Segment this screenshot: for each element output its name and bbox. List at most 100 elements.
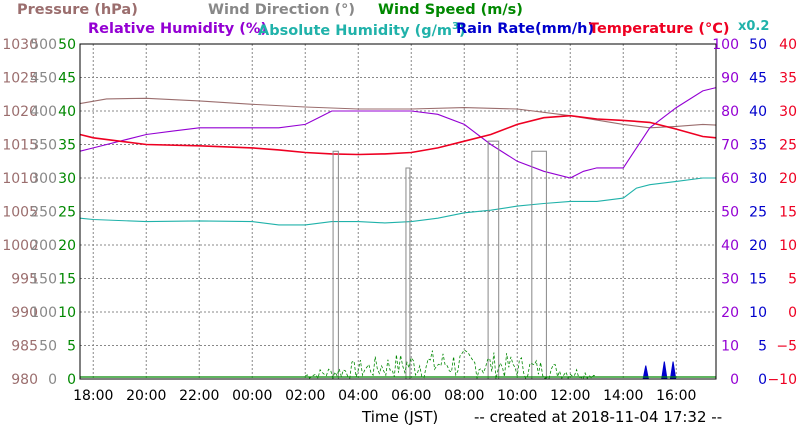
y-tick-label-relative-humidity: 100	[712, 37, 739, 53]
x-tick-label: 12:00	[550, 388, 590, 404]
legend-absolute-humidity: Absolute Humidity (g/m3)	[258, 21, 466, 39]
legend-rain-rate: Rain Rate(mm/h)	[456, 21, 595, 37]
y-tick-label-relative-humidity: 50	[721, 205, 739, 221]
y-tick-label-pressure: 1015	[2, 138, 38, 154]
y-tick-label-temperature: 30	[779, 104, 797, 120]
y-tick-label-rain-rate: 40	[749, 104, 767, 120]
y-tick-label-rain-rate: 30	[749, 171, 767, 187]
rain-rate-bar	[661, 361, 668, 380]
y-tick-label-rain-rate: 15	[749, 272, 767, 288]
x-tick-label: 04:00	[338, 388, 378, 404]
grid	[80, 44, 716, 379]
y-tick-label-temperature: 40	[779, 37, 797, 53]
series-layer	[79, 87, 717, 380]
series-absolute-humidity	[79, 177, 716, 226]
y-tick-label-temperature: −5	[776, 339, 797, 355]
y-tick-label-rain-rate: 20	[749, 238, 767, 254]
y-tick-label-temperature: 0	[788, 305, 797, 321]
y-tick-label-temperature: 25	[779, 138, 797, 154]
y-tick-label-wind-speed: 40	[58, 104, 76, 120]
x-tick-label: 18:00	[73, 388, 113, 404]
y-tick-label-pressure: 1030	[2, 37, 38, 53]
x-tick-label: 22:00	[179, 388, 219, 404]
wind-direction-block	[332, 150, 339, 379]
x-tick-label: 00:00	[232, 388, 272, 404]
y-tick-label-wind-direction: 50	[39, 339, 57, 355]
series-pressure-hpa	[79, 97, 717, 129]
legend-wind-direction: Wind Direction (°)	[208, 2, 356, 18]
y-tick-label-wind-speed: 5	[67, 339, 76, 355]
legend-wind-speed: Wind Speed (m/s)	[378, 2, 523, 18]
y-tick-label-pressure: 995	[11, 272, 38, 288]
y-tick-label-wind-direction: 400	[30, 104, 57, 120]
x-axis-label: Time (JST)	[362, 408, 439, 426]
y-tick-label-temperature: 5	[788, 272, 797, 288]
legend-scale-factor: x0.2	[738, 19, 770, 34]
y-tick-label-wind-speed: 45	[58, 71, 76, 87]
y-tick-label-temperature: 15	[779, 205, 797, 221]
x-tick-label: 20:00	[126, 388, 166, 404]
y-tick-label-temperature: −10	[767, 372, 797, 388]
legend: Pressure (hPa) Wind Direction (°) Wind S…	[0, 0, 800, 40]
series-temperature-c	[79, 114, 717, 156]
x-tick-label: 06:00	[391, 388, 431, 404]
y-tick-label-rain-rate: 35	[749, 138, 767, 154]
y-tick-label-wind-direction: 450	[30, 71, 57, 87]
y-tick-label-wind-speed: 0	[67, 372, 76, 388]
y-tick-label-wind-direction: 350	[30, 138, 57, 154]
y-tick-label-wind-speed: 10	[58, 305, 76, 321]
y-tick-label-temperature: 10	[779, 238, 797, 254]
y-tick-label-relative-humidity: 90	[721, 71, 739, 87]
y-tick-label-temperature: 20	[779, 171, 797, 187]
rain-rate-bar	[669, 361, 677, 380]
y-tick-label-wind-direction: 100	[30, 305, 57, 321]
y-tick-label-pressure: 1010	[2, 171, 38, 187]
legend-relative-humidity: Relative Humidity (%)	[88, 21, 268, 37]
y-tick-label-rain-rate: 50	[749, 37, 767, 53]
y-tick-label-wind-direction: 150	[30, 272, 57, 288]
y-tick-label-pressure: 990	[11, 305, 38, 321]
y-tick-label-wind-speed: 15	[58, 272, 76, 288]
y-tick-label-temperature: 35	[779, 71, 797, 87]
y-tick-label-pressure: 1025	[2, 71, 38, 87]
y-tick-label-relative-humidity: 20	[721, 305, 739, 321]
y-tick-label-rain-rate: 25	[749, 205, 767, 221]
legend-temperature: Temperature (°C)	[589, 21, 730, 37]
y-tick-label-relative-humidity: 10	[721, 339, 739, 355]
plot-frame	[79, 43, 717, 380]
y-tick-label-pressure: 1020	[2, 104, 38, 120]
y-tick-label-wind-direction: 0	[48, 372, 57, 388]
y-tick-label-rain-rate: 45	[749, 71, 767, 87]
y-tick-label-pressure: 985	[11, 339, 38, 355]
y-tick-label-relative-humidity: 70	[721, 138, 739, 154]
x-tick-label: 16:00	[656, 388, 696, 404]
x-tick-label: 14:00	[603, 388, 643, 404]
y-tick-label-wind-speed: 20	[58, 238, 76, 254]
y-tick-label-relative-humidity: 80	[721, 104, 739, 120]
y-tick-label-wind-direction: 300	[30, 171, 57, 187]
y-tick-label-relative-humidity: 60	[721, 171, 739, 187]
created-timestamp: -- created at 2018-11-04 17:32 --	[474, 408, 723, 426]
y-tick-label-pressure: 1000	[2, 238, 38, 254]
y-tick-label-relative-humidity: 30	[721, 272, 739, 288]
y-tick-label-rain-rate: 5	[758, 339, 767, 355]
wind-direction-block	[487, 140, 500, 379]
y-tick-label-pressure: 980	[11, 372, 38, 388]
y-tick-label-rain-rate: 0	[758, 372, 767, 388]
y-tick-label-wind-direction: 200	[30, 238, 57, 254]
y-tick-label-relative-humidity: 0	[730, 372, 739, 388]
x-tick-label: 08:00	[444, 388, 484, 404]
axes: 18:00 20:00 22:00 00:00 02:00 04:00 06:00 08:00…	[2, 37, 797, 404]
y-tick-label-wind-direction: 500	[30, 37, 57, 53]
y-tick-label-wind-speed: 25	[58, 205, 76, 221]
y-tick-label-wind-speed: 30	[58, 171, 76, 187]
y-tick-label-wind-direction: 250	[30, 205, 57, 221]
y-tick-label-pressure: 1005	[2, 205, 38, 221]
y-tick-label-relative-humidity: 40	[721, 238, 739, 254]
series-relative-humidity	[79, 87, 717, 179]
y-tick-label-wind-speed: 35	[58, 138, 76, 154]
wind-direction-block	[405, 167, 411, 379]
x-tick-label: 02:00	[285, 388, 325, 404]
legend-pressure: Pressure (hPa)	[17, 2, 138, 18]
